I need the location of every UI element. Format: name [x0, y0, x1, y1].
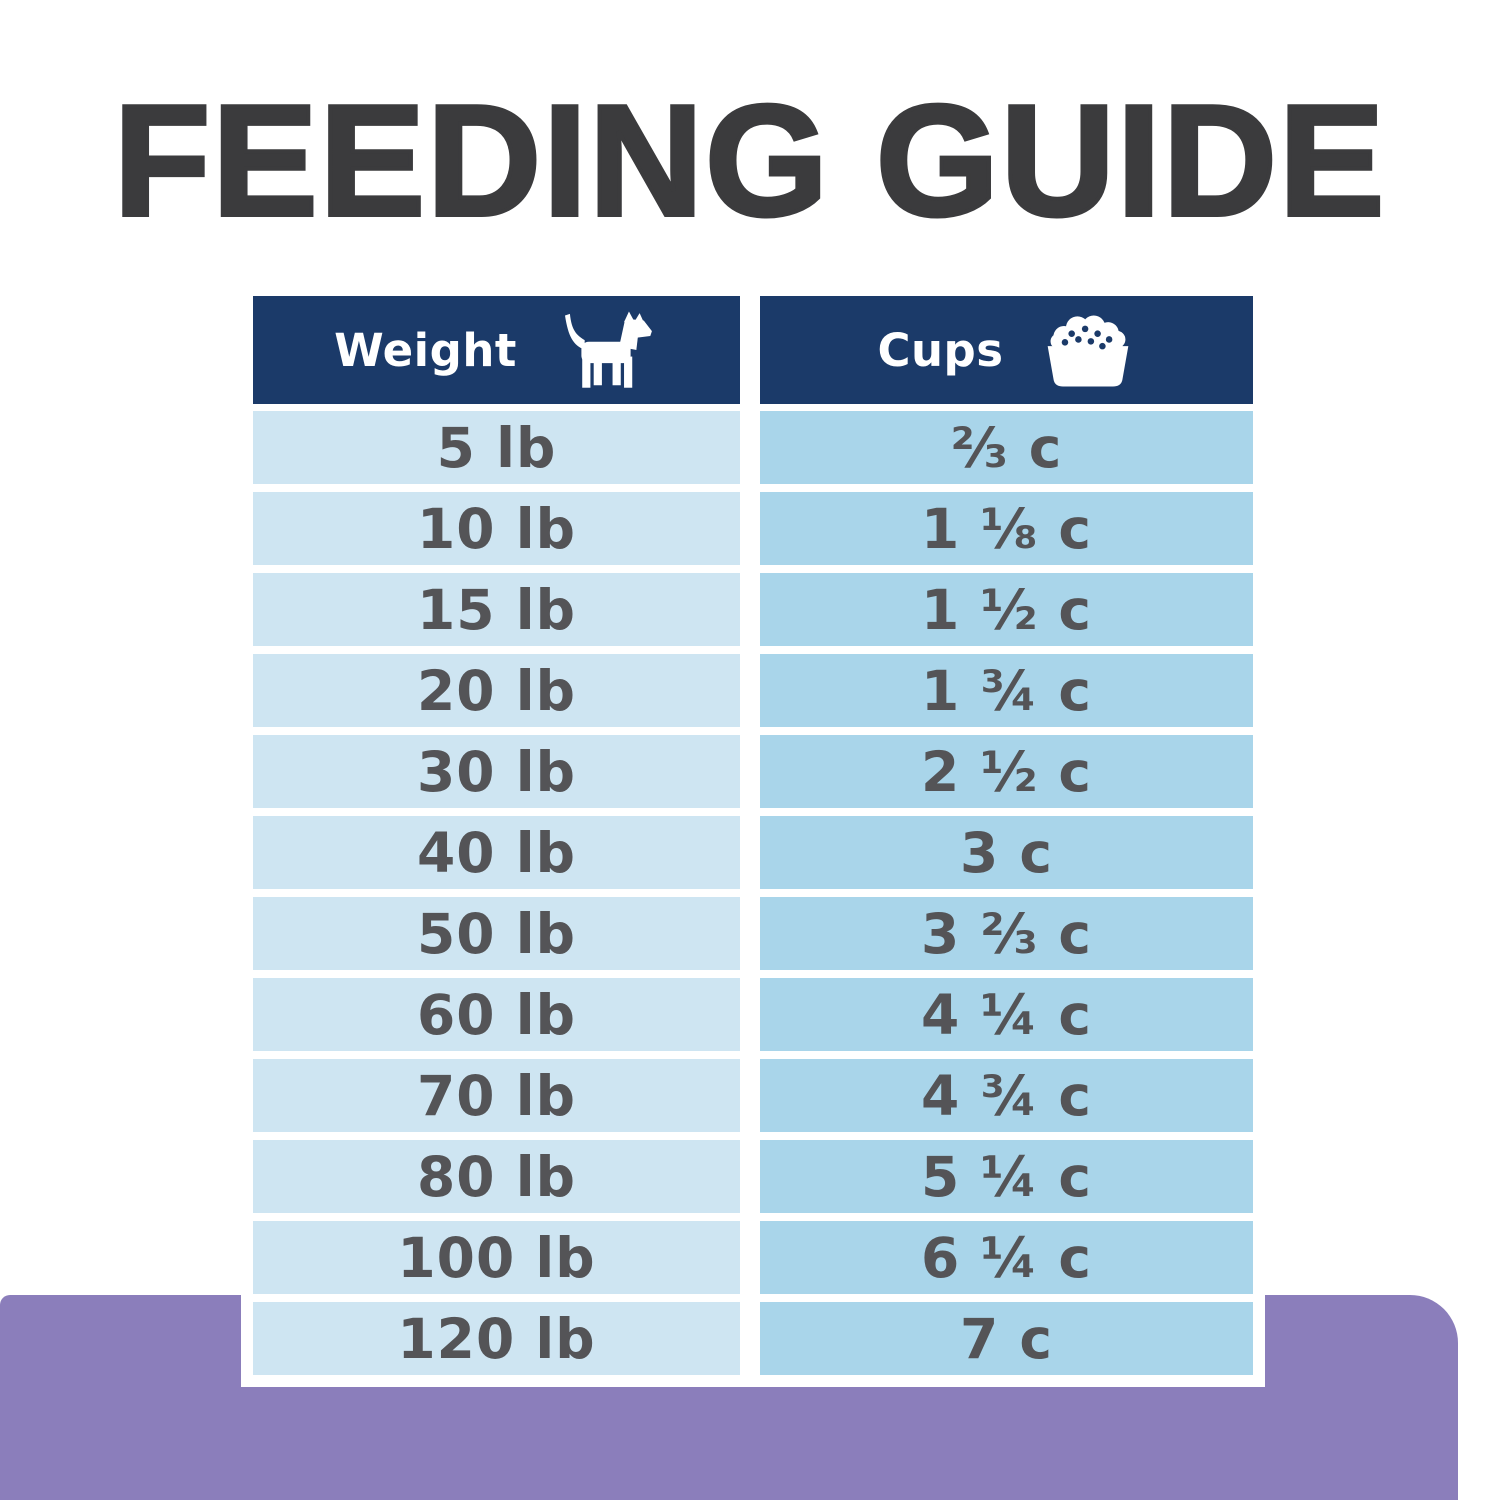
- feeding-table: Weight: [241, 296, 1265, 1387]
- cups-header-cell: Cups: [760, 296, 1253, 404]
- table-row: 100 lb 6 ¼ c: [253, 1221, 1253, 1294]
- table-row: 40 lb 3 c: [253, 816, 1253, 889]
- cups-cell: 6 ¼ c: [760, 1221, 1253, 1294]
- table-row: 15 lb 1 ½ c: [253, 573, 1253, 646]
- table-row: 80 lb 5 ¼ c: [253, 1140, 1253, 1213]
- cups-cell: 1 ½ c: [760, 573, 1253, 646]
- weight-cell: 120 lb: [253, 1302, 740, 1375]
- table-row: 30 lb 2 ½ c: [253, 735, 1253, 808]
- cups-header-label: Cups: [877, 323, 1004, 377]
- weight-header-label: Weight: [334, 323, 517, 377]
- table-row: 5 lb ⅔ c: [253, 411, 1253, 484]
- page-title: FEEDING GUIDE: [112, 73, 1387, 249]
- weight-cell: 40 lb: [253, 816, 740, 889]
- weight-cell: 30 lb: [253, 735, 740, 808]
- dog-bowl-icon: [1040, 309, 1136, 391]
- weight-cell: 10 lb: [253, 492, 740, 565]
- weight-cell: 5 lb: [253, 411, 740, 484]
- cups-cell: 4 ¼ c: [760, 978, 1253, 1051]
- cups-cell: 5 ¼ c: [760, 1140, 1253, 1213]
- table-row: 50 lb 3 ⅔ c: [253, 897, 1253, 970]
- cups-cell: 3 c: [760, 816, 1253, 889]
- cups-cell: 3 ⅔ c: [760, 897, 1253, 970]
- weight-cell: 80 lb: [253, 1140, 740, 1213]
- table-row: 10 lb 1 ⅛ c: [253, 492, 1253, 565]
- cups-cell: 1 ¾ c: [760, 654, 1253, 727]
- cups-cell: 2 ½ c: [760, 735, 1253, 808]
- cups-cell: ⅔ c: [760, 411, 1253, 484]
- table-row: 120 lb 7 c: [253, 1302, 1253, 1375]
- cups-cell: 4 ¾ c: [760, 1059, 1253, 1132]
- table-header: Weight: [253, 296, 1253, 404]
- weight-cell: 20 lb: [253, 654, 740, 727]
- table-body: 5 lb ⅔ c 10 lb 1 ⅛ c 15 lb 1 ½ c 20 lb 1…: [253, 411, 1253, 1375]
- cups-cell: 7 c: [760, 1302, 1253, 1375]
- dog-icon: [553, 309, 659, 391]
- weight-header-cell: Weight: [253, 296, 740, 404]
- table-row: 70 lb 4 ¾ c: [253, 1059, 1253, 1132]
- cups-cell: 1 ⅛ c: [760, 492, 1253, 565]
- weight-cell: 100 lb: [253, 1221, 740, 1294]
- weight-cell: 60 lb: [253, 978, 740, 1051]
- weight-cell: 15 lb: [253, 573, 740, 646]
- table-row: 60 lb 4 ¼ c: [253, 978, 1253, 1051]
- table-row: 20 lb 1 ¾ c: [253, 654, 1253, 727]
- weight-cell: 70 lb: [253, 1059, 740, 1132]
- weight-cell: 50 lb: [253, 897, 740, 970]
